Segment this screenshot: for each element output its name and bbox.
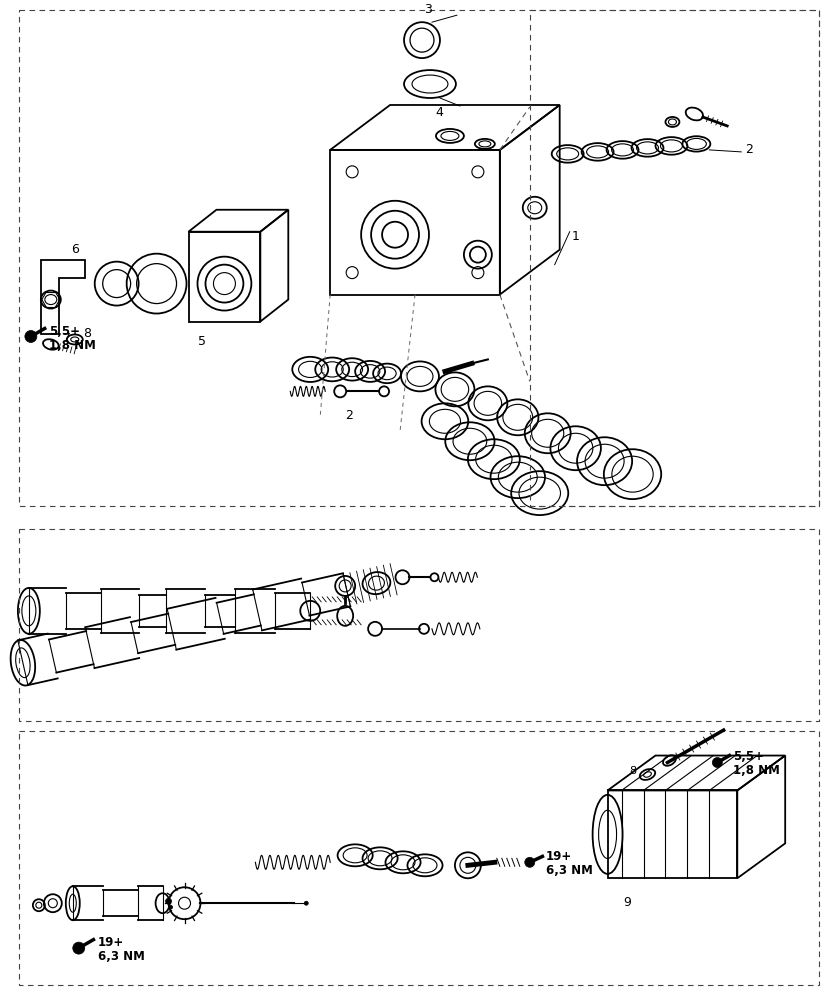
Text: 8: 8 — [83, 327, 91, 340]
Text: 1: 1 — [572, 230, 580, 243]
Text: 8: 8 — [629, 766, 637, 776]
Text: 2: 2 — [745, 143, 753, 156]
Text: 3: 3 — [424, 3, 432, 16]
Text: 7: 7 — [63, 332, 71, 345]
Circle shape — [165, 898, 171, 904]
Text: 1,8 NM: 1,8 NM — [733, 764, 780, 777]
Circle shape — [169, 905, 172, 909]
Text: 9: 9 — [623, 896, 632, 909]
Circle shape — [73, 942, 85, 954]
Circle shape — [304, 901, 308, 905]
Circle shape — [25, 330, 37, 342]
Circle shape — [525, 857, 535, 867]
Text: 5: 5 — [198, 335, 207, 348]
Text: 19+: 19+ — [97, 936, 124, 949]
Text: 19+: 19+ — [546, 850, 572, 863]
Text: 1,8 NM: 1,8 NM — [49, 339, 96, 352]
Text: 6,3 NM: 6,3 NM — [546, 864, 592, 877]
Text: 4: 4 — [435, 106, 443, 119]
Text: 6: 6 — [71, 243, 79, 256]
Text: 6,3 NM: 6,3 NM — [97, 950, 144, 963]
Text: 2: 2 — [345, 409, 353, 422]
Text: 5,5+: 5,5+ — [49, 325, 80, 338]
Circle shape — [712, 758, 722, 768]
Text: 5,5+: 5,5+ — [733, 750, 764, 763]
